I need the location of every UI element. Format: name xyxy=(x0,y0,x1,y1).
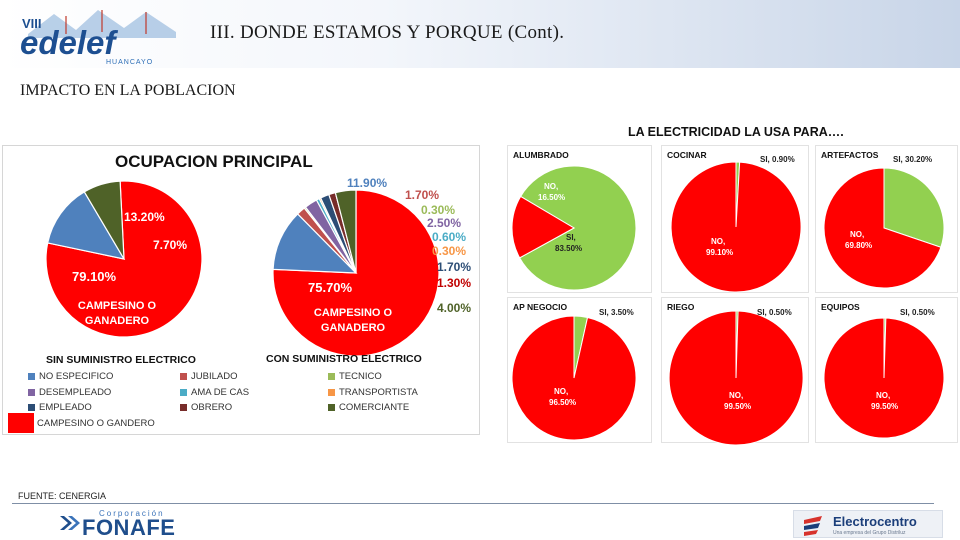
use-chart-title: ALUMBRADO xyxy=(513,150,569,160)
legend-swatch xyxy=(8,413,34,433)
use-chart-panel: RIEGO xyxy=(661,297,809,443)
legend-item: CAMPESINO O GANDERO xyxy=(8,413,155,433)
legend-item: DESEMPLEADO xyxy=(28,387,111,398)
use-chart-title: COCINAR xyxy=(667,150,707,160)
legend-item: AMA DE CAS xyxy=(180,387,249,398)
legend-label: EMPLEADO xyxy=(39,402,92,413)
source-note: FUENTE: CENERGIA xyxy=(18,491,107,501)
footer-divider xyxy=(12,503,934,504)
use-chart-panel: AP NEGOCIO xyxy=(507,297,652,443)
legend-item: COMERCIANTE xyxy=(328,402,409,413)
legend-label: TRANSPORTISTA xyxy=(339,387,418,398)
logo-name: edelef xyxy=(20,24,118,61)
fonafe-corp: Corporación xyxy=(99,509,165,518)
use-chart-title: EQUIPOS xyxy=(821,302,860,312)
legend-item: NO ESPECIFICO xyxy=(28,371,113,382)
electrocentro-logo: Electrocentro xyxy=(833,514,917,529)
legend-item: TECNICO xyxy=(328,371,382,382)
legend-label: AMA DE CAS xyxy=(191,387,250,398)
legend-label: CAMPESINO O GANDERO xyxy=(37,417,155,429)
use-chart-title: RIEGO xyxy=(667,302,695,312)
legend-swatch xyxy=(328,389,335,396)
fonafe-chevron-icon xyxy=(60,516,80,530)
electrocentro-icon xyxy=(804,516,822,536)
legend-label: DESEMPLEADO xyxy=(39,387,112,398)
legend-swatch xyxy=(28,373,35,380)
use-chart-panel: ALUMBRADO xyxy=(507,145,652,293)
legend-label: COMERCIANTE xyxy=(339,402,410,413)
legend-title-con: CON SUMINISTRO ELECTRICO xyxy=(266,353,422,365)
legend-label: OBRERO xyxy=(191,402,233,413)
legend-title-sin: SIN SUMINISTRO ELECTRICO xyxy=(46,354,196,366)
use-chart-title: AP NEGOCIO xyxy=(513,302,568,312)
logo-tag: VIII xyxy=(22,16,42,31)
uses-title: LA ELECTRICIDAD LA USA PARA…. xyxy=(628,125,844,139)
electrocentro-tagline: Una empresa del Grupo Distriluz xyxy=(833,530,906,536)
legend-item: EMPLEADO xyxy=(28,402,92,413)
legend-label: JUBILADO xyxy=(191,371,238,382)
use-chart-panel: COCINAR xyxy=(661,145,809,293)
logo-sub: HUANCAYO xyxy=(106,59,153,66)
electrocentro-badge xyxy=(793,510,943,538)
legend-swatch xyxy=(28,404,35,411)
fonafe-logo: FONAFE xyxy=(82,515,176,540)
use-chart-panel: EQUIPOS xyxy=(815,297,958,443)
legend-swatch xyxy=(28,389,35,396)
legend-swatch xyxy=(180,373,187,380)
slide-title: III. DONDE ESTAMOS Y PORQUE (Cont). xyxy=(210,22,565,43)
legend-swatch xyxy=(180,404,187,411)
legend-label: NO ESPECIFICO xyxy=(39,371,114,382)
use-chart-title: ARTEFACTOS xyxy=(821,150,879,160)
legend-swatch xyxy=(328,404,335,411)
legend-swatch xyxy=(180,389,187,396)
legend-swatch xyxy=(328,373,335,380)
legend-item: TRANSPORTISTA xyxy=(328,387,418,398)
section-subtitle: IMPACTO EN LA POBLACION xyxy=(20,82,236,99)
legend-item: JUBILADO xyxy=(180,371,237,382)
edelef-logo: VIII edelef HUANCAYO xyxy=(20,10,176,66)
occupation-title: OCUPACION PRINCIPAL xyxy=(115,152,313,171)
legend-label: TECNICO xyxy=(339,371,382,382)
use-chart-panel: ARTEFACTOS xyxy=(815,145,958,293)
legend-item: OBRERO xyxy=(180,402,232,413)
